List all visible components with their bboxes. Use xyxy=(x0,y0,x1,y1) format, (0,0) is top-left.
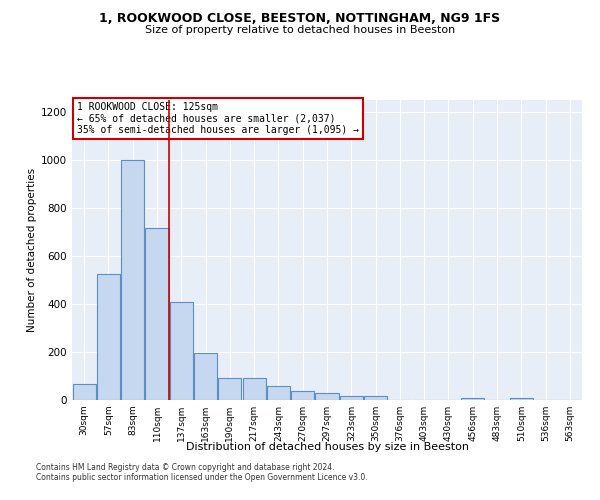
Bar xyxy=(121,160,144,400)
Bar xyxy=(242,378,266,400)
Bar xyxy=(194,352,217,400)
Bar xyxy=(73,384,95,400)
Y-axis label: Number of detached properties: Number of detached properties xyxy=(27,168,37,332)
Text: 1 ROOKWOOD CLOSE: 125sqm
← 65% of detached houses are smaller (2,037)
35% of sem: 1 ROOKWOOD CLOSE: 125sqm ← 65% of detach… xyxy=(77,102,359,134)
Bar xyxy=(510,398,533,400)
Bar xyxy=(267,386,290,400)
Bar xyxy=(218,378,241,400)
Bar xyxy=(364,396,387,400)
Bar xyxy=(170,302,193,400)
Bar xyxy=(461,398,484,400)
Text: Contains HM Land Registry data © Crown copyright and database right 2024.: Contains HM Land Registry data © Crown c… xyxy=(36,464,335,472)
Bar xyxy=(340,396,363,400)
Bar xyxy=(97,274,120,400)
Bar xyxy=(145,228,169,400)
Text: 1, ROOKWOOD CLOSE, BEESTON, NOTTINGHAM, NG9 1FS: 1, ROOKWOOD CLOSE, BEESTON, NOTTINGHAM, … xyxy=(100,12,500,26)
Bar xyxy=(316,393,338,400)
Text: Distribution of detached houses by size in Beeston: Distribution of detached houses by size … xyxy=(185,442,469,452)
Text: Contains public sector information licensed under the Open Government Licence v3: Contains public sector information licen… xyxy=(36,474,368,482)
Text: Size of property relative to detached houses in Beeston: Size of property relative to detached ho… xyxy=(145,25,455,35)
Bar xyxy=(291,391,314,400)
